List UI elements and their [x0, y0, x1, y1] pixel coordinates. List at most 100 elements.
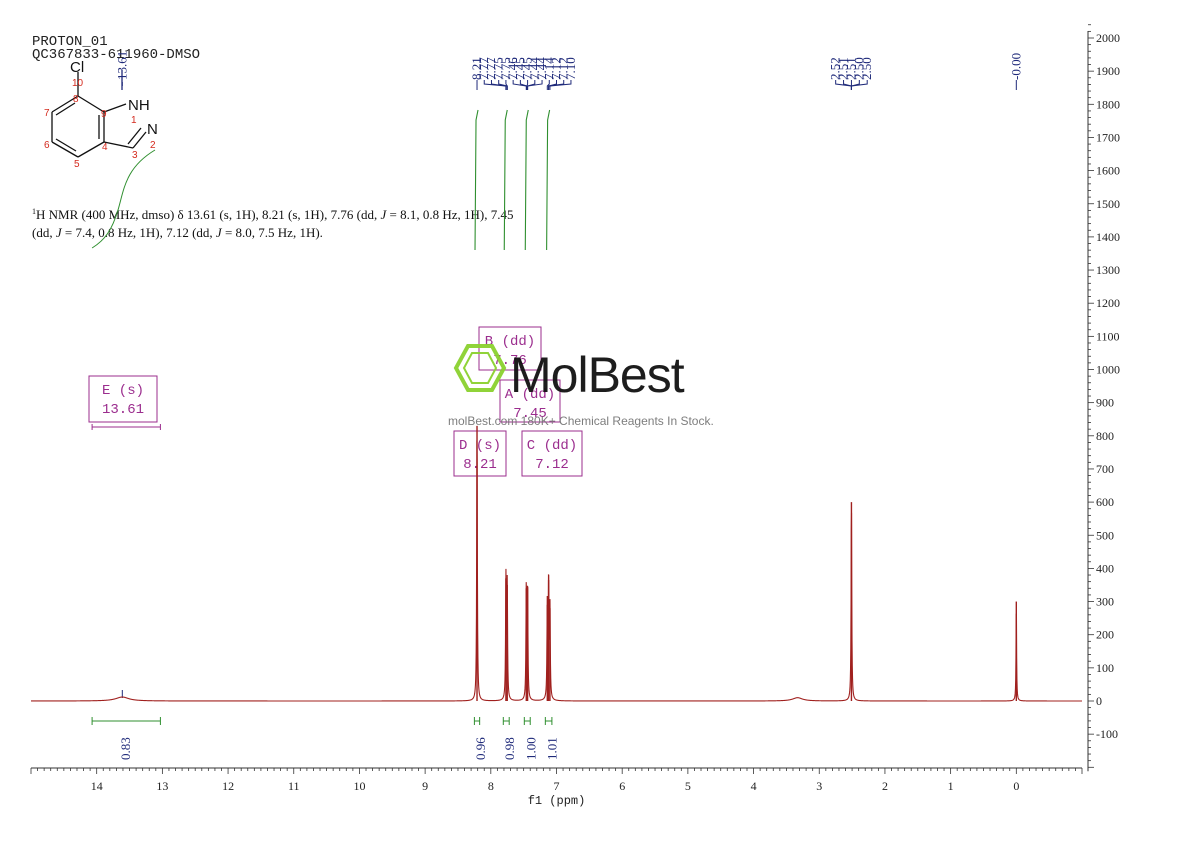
nmr-text: (dd,: [32, 225, 56, 240]
x-axis-tick-label: 10: [353, 779, 365, 793]
x-axis-tick-label: 12: [222, 779, 234, 793]
y-axis-tick-label: 1700: [1096, 130, 1120, 144]
peak-label-connector: [512, 80, 527, 90]
logo-hexagon-icon: [453, 344, 507, 392]
peak-label-connector: [549, 80, 572, 90]
spectrum-trace: [31, 440, 1082, 702]
nh-label: NH: [128, 97, 150, 114]
peak-label-connector: [527, 80, 543, 90]
x-axis-tick-label: 9: [422, 779, 428, 793]
integral-curve: [503, 109, 508, 251]
nmr-text: H NMR (400 MHz, dmso) δ 13.61 (s, 1H), 8…: [36, 207, 380, 222]
multiplet-shift: 7.12: [535, 457, 569, 473]
peak-labels: 8.217.777.777.757.757.467.457.457.447.44…: [114, 51, 1023, 698]
integral-value: 0.96: [473, 737, 488, 760]
x-axis-tick-label: 5: [685, 779, 691, 793]
atom-number: 4: [102, 142, 108, 153]
coupling-symbol: J: [216, 225, 223, 240]
watermark-tagline: molBest.com 180K+ Chemical Reagents In S…: [448, 414, 714, 428]
superscript: 1: [32, 207, 36, 216]
integral-curve: [474, 109, 479, 251]
integral-value: 0.98: [502, 737, 517, 760]
multiplet-boxes: E (s)13.61D (s)8.21B (dd)7.76A (dd)7.45C…: [88, 326, 583, 477]
atom-number: 9: [101, 109, 107, 120]
peak-label: 7.75: [498, 57, 513, 80]
peak-label: 2.51: [836, 57, 851, 80]
molecule-structure: Cl NH N 1 2 3 4 5 6 7 8 9 10: [44, 59, 158, 170]
y-axis-tick-label: 900: [1096, 396, 1114, 410]
peak-label-connector: [505, 80, 508, 90]
peak-label-connector: [490, 80, 507, 90]
chlorine-label: Cl: [70, 59, 84, 76]
x-axis-tick-label: 1: [948, 779, 954, 793]
multiplet-name: E (s): [102, 383, 144, 399]
peak-label: 7.77: [483, 57, 498, 80]
atom-number: 6: [44, 140, 50, 151]
watermark-brand: MolBest: [510, 347, 685, 403]
y-axis-tick-label: 1600: [1096, 164, 1120, 178]
y-axis-tick-label: 1500: [1096, 197, 1120, 211]
peak-label: 7.45: [512, 57, 527, 80]
y-axis-tick-label: 0: [1096, 694, 1102, 708]
peak-label-connector: [850, 80, 868, 90]
x-axis-tick-label: 7: [554, 779, 560, 793]
x-axis-tick-label: 4: [751, 779, 757, 793]
x-axis-tick-label: 8: [488, 779, 494, 793]
atom-number: 3: [132, 150, 138, 161]
watermark: MolBest molBest.com 180K+ Chemical Reage…: [448, 344, 714, 428]
multiplet-box: [453, 430, 507, 477]
x-axis-tick-label: 6: [619, 779, 625, 793]
sample-name: QC367833-611960-DMSO: [32, 47, 200, 63]
y-axis-tick-label: 2000: [1096, 31, 1120, 45]
peak-label: 8.21: [469, 57, 484, 80]
integral-curves: [91, 109, 551, 251]
integral-value: 1.01: [545, 737, 560, 760]
multiplet-shift: 8.21: [463, 457, 497, 473]
atom-number: 5: [74, 159, 80, 170]
coupling-symbol: J: [56, 225, 63, 240]
n-label: N: [147, 121, 158, 138]
nmr-description-line2: (dd, J = 7.4, 0.8 Hz, 1H), 7.12 (dd, J =…: [32, 225, 323, 240]
integral-curve: [524, 109, 529, 251]
y-axis-tick-label: 1200: [1096, 296, 1120, 310]
peak-label: 2.51: [843, 57, 858, 80]
multiplet-box: [478, 326, 542, 371]
x-axis-tick-label: 0: [1013, 779, 1019, 793]
multiplet-name: D (s): [459, 438, 501, 454]
y-axis-tick-label: 1900: [1096, 64, 1120, 78]
y-axis-tick-label: -100: [1096, 727, 1118, 741]
y-axis-tick-label: 800: [1096, 429, 1114, 443]
y-axis-tick-label: 1300: [1096, 263, 1120, 277]
x-axis-tick-label: 11: [288, 779, 300, 793]
y-axis-tick-label: 200: [1096, 628, 1114, 642]
y-axis-tick-label: 300: [1096, 595, 1114, 609]
x-axis-tick-label: 2: [882, 779, 888, 793]
peak-label: 7.12: [556, 57, 571, 80]
y-axis-tick-label: 1100: [1096, 329, 1120, 343]
peak-label-connector: [546, 80, 550, 90]
y-axis-tick-label: 100: [1096, 661, 1114, 675]
peak-label: 7.46: [505, 57, 520, 80]
multiplet-shift: 7.45: [513, 406, 547, 422]
experiment-name: PROTON_01: [32, 34, 108, 50]
y-axis-tick-label: 600: [1096, 495, 1114, 509]
nmr-text: = 7.4, 0.8 Hz, 1H), 7.12 (dd,: [62, 225, 216, 240]
multiplet-name: B (dd): [485, 334, 535, 350]
nmr-text: = 8.0, 7.5 Hz, 1H).: [222, 225, 323, 240]
multiplet-shift: 13.61: [102, 402, 144, 418]
y-axis-tick-label: 1000: [1096, 363, 1120, 377]
molecule-bonds: [51, 70, 147, 158]
peak-label-connector: [526, 80, 529, 90]
multiplet-name: A (dd): [505, 387, 555, 403]
multiplet-box: [88, 375, 158, 423]
y-axis-tick-label: 1400: [1096, 230, 1120, 244]
nmr-description-line1: 1H NMR (400 MHz, dmso) δ 13.61 (s, 1H), …: [32, 207, 513, 222]
multiplet-box: [521, 430, 583, 477]
atom-number: 10: [72, 78, 84, 89]
atom-numbers: 1 2 3 4 5 6 7 8 9 10: [44, 78, 156, 170]
spectrum-layer: [31, 425, 1082, 702]
coupling-symbol: J: [380, 207, 387, 222]
peak-label: 2.52: [828, 57, 843, 80]
nmr-text: = 8.1, 0.8 Hz, 1H), 7.45: [386, 207, 513, 222]
